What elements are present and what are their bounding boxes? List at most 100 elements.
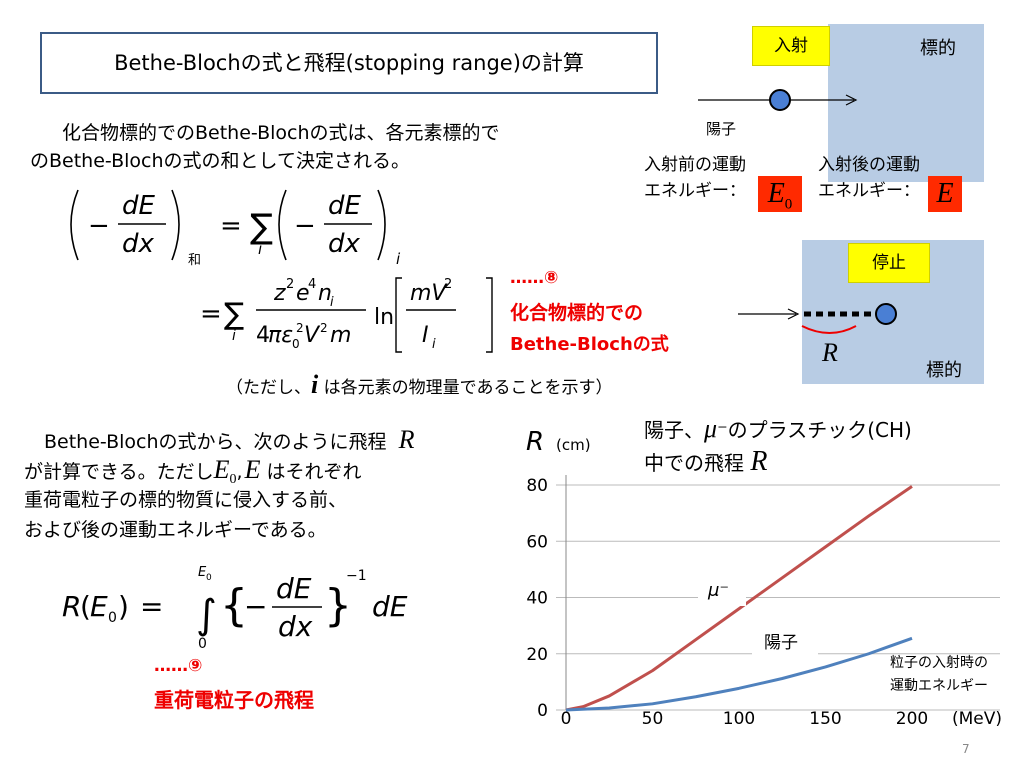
target-label-top: 標的 [920, 38, 956, 59]
svg-text:m: m [330, 323, 351, 348]
svg-text:dx: dx [278, 610, 313, 643]
chart-xlabel-line-1: 粒子の入射時の [890, 655, 988, 671]
chart-title-part1: 陽子、 [644, 418, 704, 442]
range-line-4: および後の運動エネルギーである。 [24, 519, 327, 541]
svg-text:R: R [62, 590, 81, 623]
svg-text:i: i [396, 250, 401, 268]
comma: , [236, 461, 243, 483]
chart-title-part3: 中での飛程 [644, 451, 744, 475]
mu-series-label: μ⁻ [707, 580, 729, 601]
x-tick-label: 150 [809, 709, 841, 729]
range-line-1: Bethe-Blochの式から、次のように飛程 R [44, 425, 414, 457]
svg-text:dE: dE [372, 590, 408, 623]
svg-text:2: 2 [286, 277, 294, 292]
intro-line-1: 化合物標的でのBethe-Blochの式は、各元素標的で [62, 122, 500, 144]
final-energy-box: E [928, 176, 962, 212]
mu-label-bg [698, 576, 746, 606]
chart-title-mu: μ [704, 414, 718, 443]
svg-text:2: 2 [444, 277, 452, 292]
chart-title-line-1: 陽子、μ⁻のプラスチック(CH) [644, 414, 912, 444]
proton-series-label: 陽子 [764, 633, 798, 653]
svg-text:i: i [232, 328, 236, 344]
svg-text:0: 0 [198, 636, 207, 652]
note-open: （ただし、 [226, 378, 311, 398]
after-line-2: エネルギー： [818, 181, 920, 201]
svg-text:n: n [318, 281, 332, 306]
e0-symbol: E [213, 455, 230, 484]
svg-text:0: 0 [292, 337, 300, 351]
svg-text:∑: ∑ [250, 207, 273, 247]
range-line-2: が計算できる。ただしE0,E はそれぞれ [24, 455, 362, 495]
svg-text:i: i [258, 240, 263, 258]
svg-text:和: 和 [188, 253, 201, 268]
svg-text:mV: mV [410, 281, 448, 306]
eq9-ref: ……⑨ [154, 656, 203, 676]
after-line-1: 入射後の運動 [818, 155, 920, 175]
intro-line-2: のBethe-Blochの式の和として決定される。 [30, 150, 410, 172]
svg-text:−1: −1 [346, 568, 367, 584]
svg-text:ln: ln [374, 305, 394, 330]
target-label-bottom: 標的 [926, 360, 962, 381]
svg-text:dE: dE [276, 572, 312, 605]
svg-text:0: 0 [108, 610, 117, 626]
before-line-2: エネルギー： [644, 181, 746, 201]
target-block-top [828, 24, 984, 182]
eq8-ref: ……⑧ [510, 268, 559, 288]
svg-text:=: = [200, 299, 222, 329]
slide-title: Bethe-Blochの式と飛程(stopping range)の計算 [114, 51, 584, 75]
proton-label: 陽子 [706, 120, 737, 138]
svg-text:}: } [324, 580, 352, 631]
svg-text:e: e [296, 281, 310, 306]
y-tick-label: 0 [537, 701, 548, 721]
proton-icon-top [769, 89, 791, 111]
y-tick-label: 20 [526, 645, 548, 665]
series-line-1 [565, 636, 913, 712]
range-symbol: R [398, 425, 415, 454]
svg-text:0: 0 [206, 573, 212, 583]
series-line-0 [565, 485, 913, 712]
e0-box-symbol: E [767, 178, 785, 209]
x-tick-label: 0 [561, 709, 572, 729]
e-symbol: E [244, 455, 261, 484]
range-line-1-text: Bethe-Blochの式から、次のように飛程 [44, 431, 387, 453]
svg-text:i: i [432, 337, 436, 352]
e0-box-subscript: 0 [784, 196, 793, 213]
proton-label-bg [752, 626, 818, 656]
proton-track-top [698, 89, 858, 111]
equation-note: （ただし、i は各元素の物理量であることを示す） [226, 370, 612, 400]
svg-text:dx: dx [328, 229, 361, 259]
svg-text:−: − [294, 211, 316, 241]
range-line-2a: が計算できる。ただし [24, 461, 214, 483]
page-number: 7 [962, 742, 970, 756]
x-tick-label: 100 [723, 709, 755, 729]
y-tick-label: 80 [526, 476, 548, 496]
x-tick-label: 200 [896, 709, 928, 729]
svg-text:(: ( [80, 590, 91, 623]
stop-label: 停止 [848, 243, 930, 283]
svg-text:i: i [330, 295, 334, 310]
before-energy-text: 入射前の運動 エネルギー： [644, 152, 746, 204]
incident-label: 入射 [752, 26, 830, 66]
svg-text:): ) [118, 590, 129, 623]
chart-ylabel: R [526, 427, 544, 457]
svg-text:πε: πε [268, 323, 293, 348]
chart-title-R: R [750, 446, 768, 477]
svg-text:E: E [198, 565, 207, 580]
range-R-label: R [822, 338, 838, 367]
range-line-2b: はそれぞれ [266, 461, 362, 483]
svg-text:E: E [90, 590, 108, 623]
eq8-label-line1: 化合物標的での [510, 302, 644, 324]
svg-text:V: V [304, 323, 321, 348]
y-tick-label: 60 [526, 532, 548, 552]
eq8-label-line2: Bethe-Blochの式 [510, 334, 669, 355]
after-energy-text: 入射後の運動 エネルギー： [818, 152, 920, 204]
svg-text:dE: dE [122, 191, 156, 221]
y-tick-label: 40 [526, 589, 548, 609]
proton-icon-bottom [875, 303, 897, 325]
note-rest: は各元素の物理量であることを示す） [318, 378, 613, 398]
chart-title-part2: ⁻のプラスチック(CH) [717, 418, 912, 442]
chart-ylabel-unit: (cm) [556, 436, 591, 454]
svg-text:∫: ∫ [196, 592, 217, 638]
